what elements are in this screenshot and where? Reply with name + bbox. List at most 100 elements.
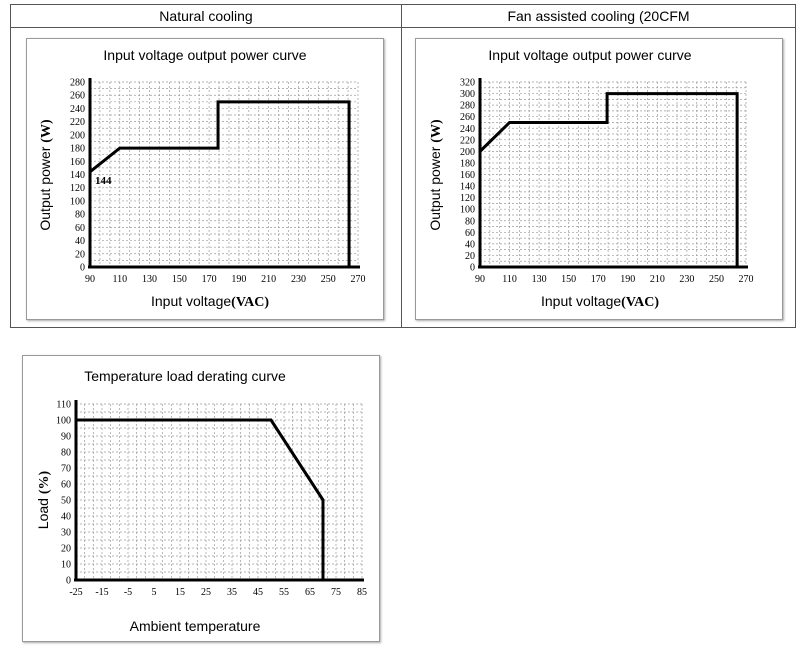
y-tick-label: 100 bbox=[460, 205, 475, 216]
header-natural-cooling: Natural cooling bbox=[11, 5, 401, 28]
y-tick-label: 240 bbox=[460, 124, 475, 135]
y-tick-label: 60 bbox=[75, 223, 85, 234]
y-tick-label: 120 bbox=[460, 193, 475, 204]
y-tick-label: 280 bbox=[460, 101, 475, 112]
y-tick-label: 40 bbox=[465, 239, 475, 250]
y-tick-label: 320 bbox=[460, 78, 475, 89]
x-tick-label: 15 bbox=[175, 587, 185, 598]
y-tick-label: 300 bbox=[460, 89, 475, 100]
series-line bbox=[76, 418, 325, 580]
y-tick-label: 180 bbox=[460, 158, 475, 169]
y-tick-label: 0 bbox=[66, 576, 71, 587]
y-tick-label: 90 bbox=[61, 432, 71, 443]
y-tick-label: 240 bbox=[70, 104, 85, 115]
x-tick-label: 5 bbox=[152, 587, 157, 598]
x-tick-label: 130 bbox=[532, 274, 547, 285]
annotation-label: 144 bbox=[95, 175, 112, 187]
x-axis-label: Ambient temperature bbox=[130, 618, 261, 634]
y-tick-label: 60 bbox=[465, 228, 475, 239]
x-tick-label: -15 bbox=[95, 587, 108, 598]
x-tick-label: 170 bbox=[202, 274, 217, 285]
x-tick-label: 270 bbox=[739, 274, 754, 285]
y-tick-label: 50 bbox=[61, 496, 71, 507]
x-tick-label: 35 bbox=[227, 587, 237, 598]
y-tick-label: 30 bbox=[61, 528, 71, 539]
x-tick-label: 270 bbox=[351, 274, 366, 285]
series-line bbox=[89, 100, 351, 267]
x-axis-label: Input voltage(VAC) bbox=[541, 293, 659, 310]
x-tick-label: 190 bbox=[620, 274, 635, 285]
y-axis-label: Output power (W) bbox=[427, 119, 444, 231]
y-tick-label: 120 bbox=[70, 183, 85, 194]
top-table: Natural cooling Fan assisted cooling (20… bbox=[10, 4, 796, 328]
chart-title: Input voltage output power curve bbox=[103, 47, 306, 63]
x-tick-label: 150 bbox=[561, 274, 576, 285]
y-tick-label: 220 bbox=[460, 135, 475, 146]
y-tick-label: 70 bbox=[61, 464, 71, 475]
y-tick-label: 80 bbox=[465, 216, 475, 227]
x-axis-label: Input voltage(VAC) bbox=[151, 293, 269, 310]
x-tick-label: 190 bbox=[231, 274, 246, 285]
x-tick-label: 250 bbox=[321, 274, 336, 285]
y-tick-label: 280 bbox=[70, 78, 85, 89]
grid-lines bbox=[76, 403, 363, 580]
y-tick-label: 10 bbox=[61, 560, 71, 571]
x-tick-label: 110 bbox=[502, 274, 517, 285]
grid-lines bbox=[90, 81, 359, 267]
y-tick-label: 110 bbox=[56, 400, 71, 411]
y-tick-label: 100 bbox=[56, 416, 71, 427]
y-tick-label: 40 bbox=[75, 236, 85, 247]
x-tick-label: 250 bbox=[709, 274, 724, 285]
x-tick-label: 45 bbox=[253, 587, 263, 598]
y-tick-label: 160 bbox=[70, 157, 85, 168]
chart-natural: 90 110 130 150 170 190 210 230 250 270 0 20 40 60 80 10… bbox=[37, 47, 366, 310]
y-tick-label: 260 bbox=[460, 112, 475, 123]
y-tick-label: 100 bbox=[70, 196, 85, 207]
y-tick-label: 80 bbox=[61, 448, 71, 459]
chart-fan: 90 110 130 150 170 190 210 230 250 270 02040608010… bbox=[427, 47, 754, 310]
x-tick-label: 65 bbox=[305, 587, 315, 598]
y-tick-label: 80 bbox=[75, 210, 85, 221]
y-tick-label: 180 bbox=[70, 144, 85, 155]
y-tick-label: 160 bbox=[460, 170, 475, 181]
y-tick-label: 140 bbox=[70, 170, 85, 181]
y-tick-label: 40 bbox=[61, 512, 71, 523]
grid-lines bbox=[480, 81, 747, 267]
x-tick-label: -5 bbox=[124, 587, 132, 598]
x-tick-label: 150 bbox=[172, 274, 187, 285]
x-tick-label: 25 bbox=[201, 587, 211, 598]
x-tick-label: 110 bbox=[112, 274, 127, 285]
chart-title: Temperature load derating curve bbox=[84, 368, 286, 384]
chart-derating: -25 -15 -5 5 15 25 35 45 55 65 75 85 0 10 20 30 40 50 60 70… bbox=[35, 368, 367, 634]
x-tick-label: 230 bbox=[679, 274, 694, 285]
x-tick-label: 85 bbox=[357, 587, 367, 598]
header-fan-cooling: Fan assisted cooling (20CFM bbox=[402, 5, 795, 28]
y-tick-label: 0 bbox=[470, 263, 475, 274]
x-tick-label: 75 bbox=[331, 587, 341, 598]
y-axis-label: Output power (W) bbox=[37, 119, 54, 231]
y-tick-label: 220 bbox=[70, 117, 85, 128]
y-tick-label: 20 bbox=[75, 249, 85, 260]
y-tick-label: 200 bbox=[70, 130, 85, 141]
column-divider bbox=[401, 5, 402, 327]
x-tick-label: 230 bbox=[291, 274, 306, 285]
x-tick-label: 210 bbox=[261, 274, 276, 285]
y-tick-label: 20 bbox=[465, 251, 475, 262]
series-line bbox=[478, 92, 739, 267]
x-tick-label: 170 bbox=[591, 274, 606, 285]
plot-area bbox=[76, 404, 362, 580]
y-tick-label: 140 bbox=[460, 182, 475, 193]
y-tick-label: 60 bbox=[61, 480, 71, 491]
x-tick-label: 130 bbox=[142, 274, 157, 285]
x-tick-label: 90 bbox=[475, 274, 485, 285]
y-tick-label: 260 bbox=[70, 91, 85, 102]
x-tick-label: 90 bbox=[85, 274, 95, 285]
chart-title: Input voltage output power curve bbox=[488, 47, 691, 63]
y-tick-label: 20 bbox=[61, 544, 71, 555]
y-axis-label: Load (%) bbox=[35, 470, 52, 529]
x-tick-label: 55 bbox=[279, 587, 289, 598]
x-tick-label: 210 bbox=[650, 274, 665, 285]
x-tick-label: -25 bbox=[69, 587, 82, 598]
y-tick-label: 0 bbox=[80, 263, 85, 274]
